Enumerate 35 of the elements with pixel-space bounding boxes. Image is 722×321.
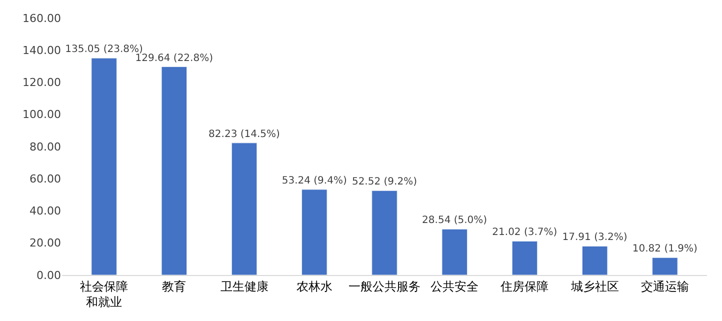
- x-tick-label: 公共安全: [430, 279, 479, 294]
- bar: [652, 257, 678, 275]
- x-tick-label: 城乡社区: [570, 279, 619, 294]
- y-tick-label: 60.00: [30, 172, 61, 186]
- data-label: 17.91 (3.2%): [562, 232, 628, 244]
- x-tick-label: 一般公共服务: [348, 279, 420, 294]
- bar: [582, 246, 608, 275]
- data-label: 82.23 (14.5%): [208, 128, 280, 140]
- data-label: 52.52 (9.2%): [352, 176, 418, 188]
- data-label: 53.24 (9.4%): [282, 175, 347, 186]
- x-tick-label: 交通运输: [640, 279, 689, 294]
- x-tick-label: 社会保障和就业: [80, 279, 128, 309]
- bar: [512, 240, 538, 275]
- data-label: 28.54 (5.0%): [422, 215, 488, 226]
- bar: [442, 228, 468, 275]
- y-tick-label: 140.00: [22, 44, 61, 57]
- y-tick-label: 100.00: [22, 108, 61, 122]
- x-tick-label: 教育: [162, 279, 186, 294]
- data-label: 10.82 (1.9%): [632, 244, 698, 255]
- x-tick-label: 住房保障: [500, 279, 549, 294]
- bar: [161, 66, 188, 275]
- bar: [372, 190, 398, 275]
- bar: [91, 58, 117, 275]
- y-tick-label: 160.00: [22, 12, 61, 25]
- data-label: 21.02 (3.7%): [492, 227, 558, 238]
- bar: [302, 189, 328, 275]
- y-tick-label: 0.00: [36, 268, 61, 282]
- bar: [231, 142, 258, 275]
- x-tick-label: 农林水: [296, 279, 332, 294]
- y-tick-label: 20.00: [30, 236, 61, 250]
- data-label: 129.64 (22.8%): [135, 52, 214, 64]
- y-tick-label: 40.00: [30, 204, 61, 218]
- y-tick-label: 120.00: [22, 76, 61, 90]
- x-tick-label: 卫生健康: [220, 279, 268, 294]
- y-tick-label: 80.00: [30, 140, 61, 154]
